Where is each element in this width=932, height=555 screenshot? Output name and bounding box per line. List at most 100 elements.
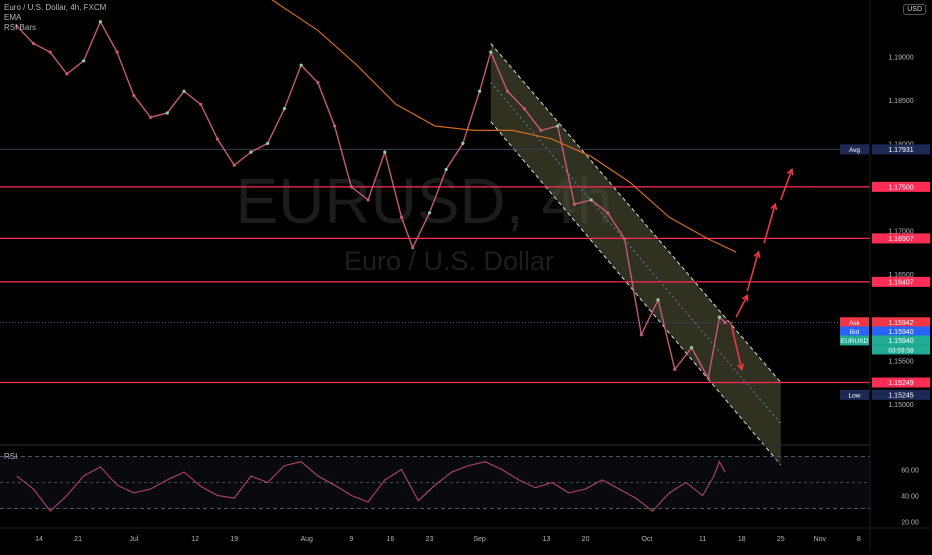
legend-rsi-bars[interactable]: RSI Bars bbox=[4, 23, 37, 32]
arrow-head[interactable] bbox=[737, 363, 745, 372]
price-point bbox=[232, 163, 236, 167]
arrow-head[interactable] bbox=[786, 167, 794, 176]
price-tag-sub-bg bbox=[872, 345, 930, 355]
time-tick-label: 16 bbox=[386, 536, 394, 543]
price-tag-bg bbox=[872, 335, 930, 346]
rsi-tick-label: 40.00 bbox=[901, 494, 919, 501]
time-tick-label: 8 bbox=[857, 536, 861, 543]
time-tick-label: 18 bbox=[738, 536, 746, 543]
price-tag-bg bbox=[872, 233, 930, 244]
price-tag-label: EURUSD bbox=[841, 338, 869, 345]
price-tag-label-bg bbox=[840, 389, 869, 400]
price-tag-label: Bid bbox=[850, 329, 860, 336]
price-tag-bg bbox=[872, 389, 930, 400]
price-point bbox=[656, 298, 660, 302]
time-tick-label: 19 bbox=[230, 536, 238, 543]
currency-button[interactable]: USD bbox=[903, 4, 926, 15]
ema-line bbox=[271, 0, 737, 253]
rsi-panel-label[interactable]: RSI bbox=[4, 452, 18, 461]
price-tick-label: 1.16500 bbox=[888, 272, 913, 279]
price-tag-label: Ask bbox=[849, 320, 861, 327]
price-tag-bg bbox=[872, 276, 930, 287]
price-tag-label-bg bbox=[840, 317, 869, 328]
time-tick-label: 11 bbox=[699, 536, 706, 543]
price-point bbox=[316, 80, 320, 85]
price-tag-value: 1.15249 bbox=[888, 380, 913, 387]
price-point bbox=[572, 202, 577, 206]
time-tick-label: 25 bbox=[777, 536, 785, 543]
price-point bbox=[249, 150, 253, 154]
price-point bbox=[65, 72, 69, 76]
time-tick-label: 20 bbox=[582, 536, 590, 543]
price-point bbox=[689, 346, 694, 350]
price-point bbox=[48, 50, 52, 54]
arrow-head[interactable] bbox=[753, 250, 761, 259]
time-tick-label: Nov bbox=[814, 536, 827, 543]
rsi-tick-label: 20.00 bbox=[901, 520, 919, 527]
arrow-shaft[interactable] bbox=[746, 251, 760, 292]
price-tick-label: 1.15500 bbox=[888, 359, 913, 366]
channel-lower-line[interactable] bbox=[490, 121, 782, 466]
price-tag-bg bbox=[872, 377, 930, 388]
price-point bbox=[522, 107, 526, 111]
price-tag-label-bg bbox=[840, 335, 869, 346]
rsi-band bbox=[0, 456, 870, 509]
price-tag[interactable]: EURUSD 1.15940 03:59:58 bbox=[840, 335, 930, 355]
time-tick-label: 14 bbox=[35, 536, 43, 543]
time-tick-label: 21 bbox=[74, 536, 82, 543]
channel-upper-line[interactable] bbox=[490, 43, 782, 383]
price-tick-label: 1.19000 bbox=[888, 54, 913, 61]
arrow-head[interactable] bbox=[770, 202, 778, 211]
price-point bbox=[82, 59, 86, 63]
price-tag[interactable]: Bid 1.15940 bbox=[840, 326, 930, 337]
price-tag[interactable]: 1.17500 bbox=[872, 181, 930, 192]
price-point bbox=[589, 198, 593, 202]
price-point bbox=[15, 24, 19, 28]
time-tick-label: 12 bbox=[191, 536, 199, 543]
price-tick-label: 1.17000 bbox=[888, 228, 913, 235]
price-tag[interactable]: Avg 1.17931 bbox=[840, 144, 930, 155]
arrow-shaft[interactable] bbox=[780, 169, 793, 201]
price-point bbox=[717, 315, 722, 319]
price-tick-label: 1.15000 bbox=[888, 402, 913, 409]
legend-symbol[interactable]: Euro / U.S. Dollar, 4h, FXCM bbox=[4, 3, 107, 12]
price-point bbox=[556, 124, 560, 128]
arrow-head[interactable] bbox=[741, 294, 749, 302]
price-point bbox=[349, 185, 353, 189]
price-tag-value: 1.15940 bbox=[888, 329, 913, 336]
price-tag[interactable]: Low 1.15245 bbox=[840, 389, 930, 400]
chart-legend: Euro / U.S. Dollar, 4h, FXCM EMA RSI Bar… bbox=[4, 3, 106, 33]
price-point bbox=[399, 215, 404, 219]
price-tag-bg bbox=[872, 317, 930, 328]
price-point bbox=[282, 107, 287, 111]
price-tag[interactable]: 1.15249 bbox=[872, 377, 930, 388]
time-tick-label: Sep bbox=[473, 536, 486, 543]
arrow-shaft[interactable] bbox=[729, 321, 743, 370]
price-point bbox=[706, 376, 710, 380]
price-tag-value: 1.17500 bbox=[888, 184, 913, 191]
time-tick-label: 13 bbox=[543, 536, 551, 543]
price-point bbox=[461, 141, 465, 146]
price-point bbox=[148, 115, 153, 119]
price-tag[interactable]: 1.16907 bbox=[872, 233, 930, 244]
legend-ema[interactable]: EMA bbox=[4, 13, 22, 22]
price-tag-label: Low bbox=[849, 392, 861, 399]
price-point bbox=[505, 89, 510, 93]
price-tag-value: 1.15245 bbox=[888, 392, 913, 399]
watermark-name: Euro / U.S. Dollar bbox=[344, 246, 554, 276]
price-tag[interactable]: Ask 1.15942 bbox=[840, 317, 930, 328]
price-tag-value: 1.17931 bbox=[888, 147, 913, 154]
time-tick-label: Jul bbox=[129, 536, 138, 543]
price-point bbox=[199, 102, 203, 106]
price-point bbox=[623, 237, 627, 241]
price-tag-label: Avg bbox=[849, 147, 860, 154]
price-point bbox=[478, 89, 482, 93]
price-point bbox=[98, 20, 102, 24]
price-tag[interactable]: 1.16407 bbox=[872, 276, 930, 287]
arrow-shaft[interactable] bbox=[763, 204, 776, 244]
price-point bbox=[165, 111, 169, 115]
price-tag-label-bg bbox=[840, 326, 869, 337]
arrow-shaft[interactable] bbox=[735, 295, 749, 318]
